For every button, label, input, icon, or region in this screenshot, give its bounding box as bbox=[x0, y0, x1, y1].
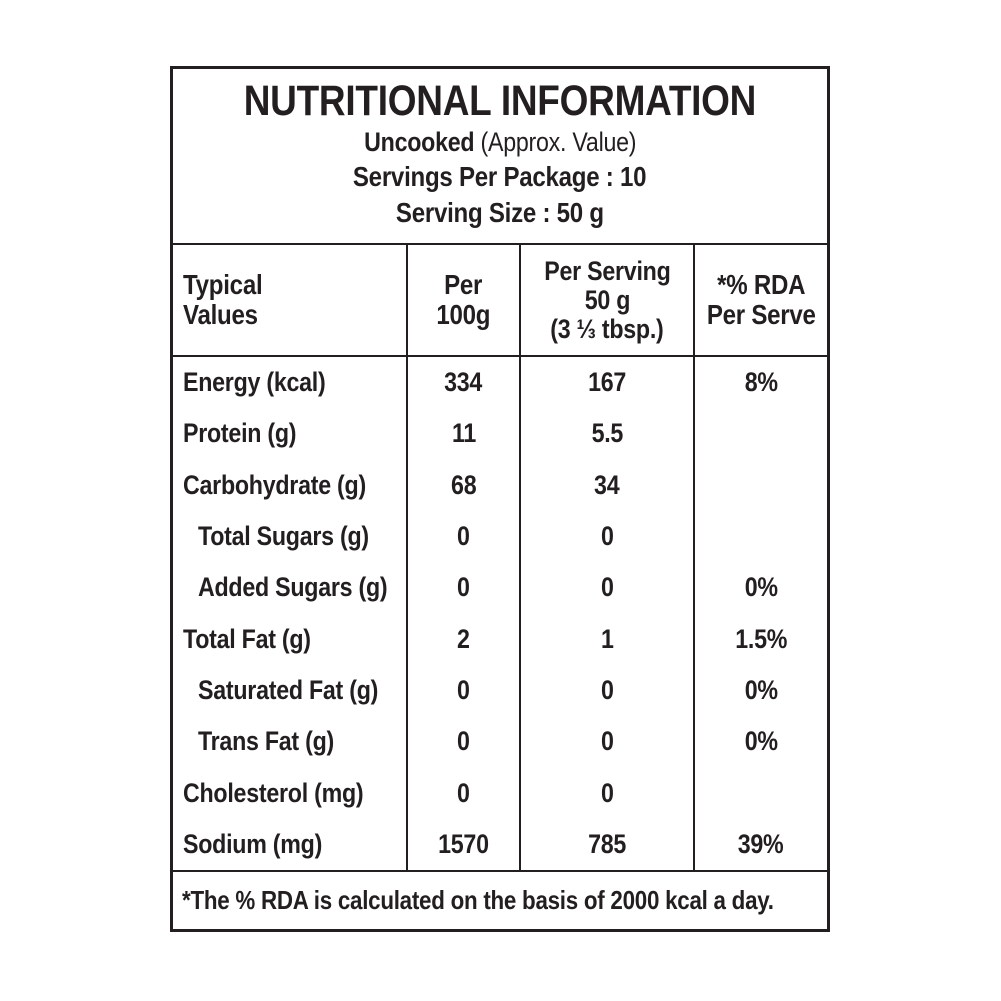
per-100g-value: 0 bbox=[406, 562, 519, 614]
nutrient-table-body: Energy (kcal) 334 167 8% Protein (g) 11 … bbox=[173, 357, 827, 870]
preparation-state-text: Uncooked bbox=[363, 127, 475, 157]
table-row-added-sugars: Added Sugars (g) 0 0 0% bbox=[173, 562, 827, 614]
table-row-total-fat: Total Fat (g) 2 1 1.5% bbox=[173, 613, 827, 665]
table-row-protein: Protein (g) 11 5.5 bbox=[173, 408, 827, 460]
per-100g-value: 0 bbox=[406, 664, 519, 717]
per-100g-value: 11 bbox=[406, 408, 519, 460]
nutrient-label: Total Fat (g) bbox=[183, 623, 311, 654]
per-serving-value: 0 bbox=[519, 767, 693, 819]
column-header-per-serving: Per Serving 50 g (3 ⅓ tbsp.) bbox=[519, 245, 693, 355]
per-100g-value: 2 bbox=[406, 613, 519, 665]
nutrient-label: Added Sugars (g) bbox=[198, 572, 388, 603]
servings-per-package: Servings Per Package : 10 bbox=[353, 161, 647, 192]
per-serving-value: 0 bbox=[519, 510, 693, 563]
per-serving-value: 167 bbox=[519, 357, 693, 409]
label-subtitle: Uncooked (Approx. Value) bbox=[173, 125, 827, 159]
label-title-text: NUTRITIONAL INFORMATION bbox=[243, 77, 757, 125]
label-header: NUTRITIONAL INFORMATION Uncooked (Approx… bbox=[173, 69, 827, 245]
table-row-energy: Energy (kcal) 334 167 8% bbox=[173, 357, 827, 409]
table-row-cholesterol: Cholesterol (mg) 0 0 bbox=[173, 767, 827, 819]
per-100g-value: 1570 bbox=[406, 818, 519, 870]
per-serving-value: 1 bbox=[519, 613, 693, 665]
table-column-headers: Typical Values Per 100g Per Serving 50 g… bbox=[173, 245, 827, 357]
column-header-per-100g: Per 100g bbox=[406, 245, 519, 355]
nutrient-label: Energy (kcal) bbox=[183, 367, 326, 398]
nutrient-label: Total Sugars (g) bbox=[198, 521, 369, 552]
nutrient-label: Trans Fat (g) bbox=[198, 726, 334, 757]
per-100g-value: 334 bbox=[406, 357, 519, 409]
nutrition-facts-panel: NUTRITIONAL INFORMATION Uncooked (Approx… bbox=[170, 66, 830, 932]
per-serving-value: 0 bbox=[519, 664, 693, 717]
label-title: NUTRITIONAL INFORMATION bbox=[173, 77, 827, 125]
serving-size: Serving Size : 50 g bbox=[396, 197, 604, 228]
column-header-rda: *% RDA Per Serve bbox=[693, 245, 827, 355]
rda-footnote: *The % RDA is calculated on the basis of… bbox=[173, 870, 827, 929]
table-row-trans-fat: Trans Fat (g) 0 0 0% bbox=[173, 716, 827, 768]
per-serving-value: 34 bbox=[519, 459, 693, 511]
rda-value: 39% bbox=[693, 818, 827, 870]
rda-value: 0% bbox=[693, 562, 827, 614]
rda-value bbox=[693, 408, 827, 460]
rda-value: 0% bbox=[693, 716, 827, 768]
rda-value: 0% bbox=[693, 664, 827, 717]
column-header-typical-values: Typical Values bbox=[183, 269, 263, 330]
nutrient-label: Saturated Fat (g) bbox=[198, 674, 379, 705]
rda-value bbox=[693, 510, 827, 563]
nutrient-label: Sodium (mg) bbox=[183, 828, 323, 859]
per-100g-value: 0 bbox=[406, 510, 519, 563]
table-row-carbohydrate: Carbohydrate (g) 68 34 bbox=[173, 459, 827, 511]
per-100g-value: 0 bbox=[406, 767, 519, 819]
per-100g-value: 68 bbox=[406, 459, 519, 511]
nutrient-label: Carbohydrate (g) bbox=[183, 469, 366, 500]
per-serving-value: 785 bbox=[519, 818, 693, 870]
nutrient-label: Cholesterol (mg) bbox=[183, 777, 364, 808]
per-100g-value: 0 bbox=[406, 716, 519, 768]
nutrient-label: Protein (g) bbox=[183, 418, 297, 449]
rda-value bbox=[693, 459, 827, 511]
per-serving-value: 5.5 bbox=[519, 408, 693, 460]
table-row-total-sugars: Total Sugars (g) 0 0 bbox=[173, 510, 827, 563]
rda-value: 8% bbox=[693, 357, 827, 409]
approx-value-text: (Approx. Value) bbox=[474, 127, 637, 157]
rda-value: 1.5% bbox=[693, 613, 827, 665]
per-serving-value: 0 bbox=[519, 562, 693, 614]
per-serving-value: 0 bbox=[519, 716, 693, 768]
table-row-sodium: Sodium (mg) 1570 785 39% bbox=[173, 818, 827, 870]
rda-value bbox=[693, 767, 827, 819]
table-row-saturated-fat: Saturated Fat (g) 0 0 0% bbox=[173, 664, 827, 717]
